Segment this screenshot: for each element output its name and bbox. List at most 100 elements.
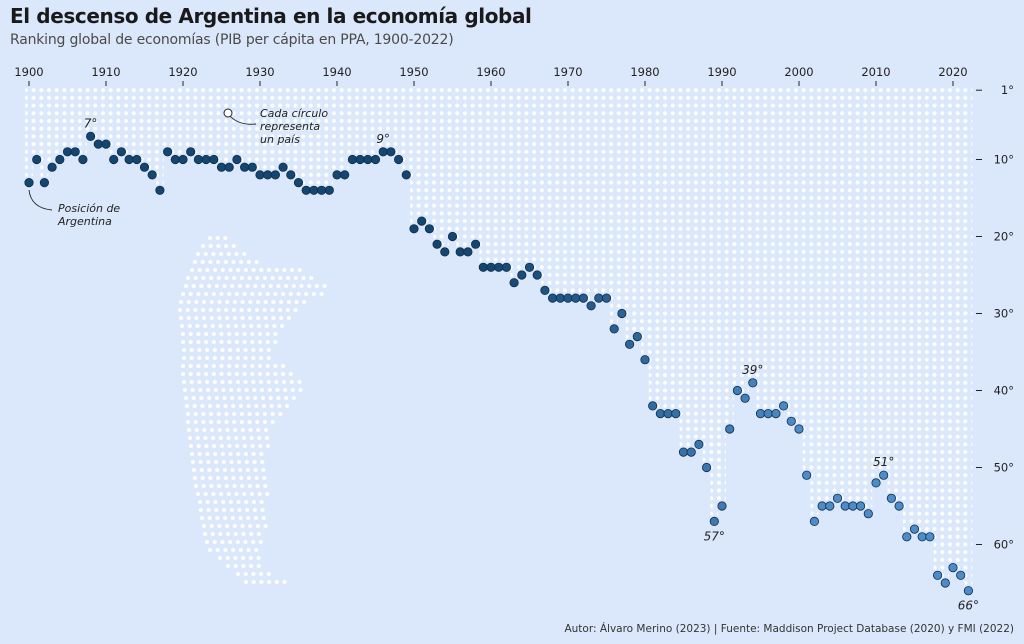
map-dot bbox=[282, 579, 287, 585]
map-dot bbox=[237, 283, 242, 289]
rank-point-1998 bbox=[778, 401, 789, 411]
map-dot bbox=[273, 331, 278, 337]
map-dot bbox=[270, 275, 275, 281]
map-dot bbox=[218, 531, 223, 537]
map-dot bbox=[188, 331, 193, 337]
map-dot bbox=[220, 347, 225, 353]
circle-note-line-1: Cada círculo bbox=[260, 107, 328, 120]
map-dot bbox=[271, 315, 276, 321]
map-dot bbox=[216, 275, 221, 281]
map-dot bbox=[216, 243, 221, 249]
map-dot bbox=[261, 403, 267, 409]
map-dot bbox=[291, 283, 296, 289]
rank-point-1929 bbox=[247, 162, 257, 172]
map-dot bbox=[209, 299, 214, 305]
y-tick-label: 60° bbox=[994, 538, 1014, 552]
circle-note-line-2: representa bbox=[260, 120, 320, 133]
rank-point-1960 bbox=[486, 262, 496, 272]
map-dot bbox=[297, 379, 302, 385]
rank-point-1904 bbox=[55, 154, 65, 165]
map-dot bbox=[200, 403, 205, 409]
map-dot bbox=[238, 403, 243, 409]
map-dot bbox=[258, 379, 264, 385]
map-dot bbox=[251, 571, 256, 577]
rank-point-1975 bbox=[601, 293, 612, 303]
map-dot bbox=[231, 403, 236, 409]
map-dot bbox=[203, 491, 208, 497]
map-dot bbox=[247, 307, 252, 313]
rank-point-1923 bbox=[201, 154, 211, 165]
map-dot bbox=[229, 387, 234, 393]
map-dot bbox=[246, 515, 251, 521]
map-dot bbox=[259, 267, 264, 273]
map-dot bbox=[198, 459, 203, 465]
y-tick-label: 40° bbox=[994, 384, 1014, 398]
map-dot bbox=[185, 275, 191, 281]
map-dot bbox=[297, 267, 302, 273]
map-dot bbox=[283, 387, 288, 393]
rank-point-1911 bbox=[109, 154, 119, 165]
map-dot bbox=[255, 315, 261, 321]
rank-point-1999 bbox=[786, 416, 796, 426]
map-dot bbox=[299, 283, 304, 289]
map-dot bbox=[193, 419, 198, 425]
rank-point-2002 bbox=[809, 516, 820, 527]
rank-point-1964 bbox=[517, 270, 527, 280]
map-dot bbox=[209, 315, 214, 321]
map-dot bbox=[241, 531, 246, 537]
map-dot bbox=[268, 395, 273, 401]
rank-point-1937 bbox=[309, 185, 319, 195]
map-dot bbox=[180, 291, 186, 297]
map-dot bbox=[250, 291, 255, 297]
rank-point-1968 bbox=[547, 293, 558, 303]
map-dot bbox=[239, 275, 244, 281]
rank-point-1936 bbox=[301, 185, 311, 195]
map-dot bbox=[246, 547, 251, 553]
map-dot bbox=[232, 523, 237, 529]
rank-point-1965 bbox=[524, 262, 535, 272]
rank-point-2013 bbox=[894, 501, 904, 511]
map-dot bbox=[258, 443, 263, 449]
map-dot bbox=[204, 443, 209, 449]
map-dot bbox=[181, 355, 187, 361]
map-dot bbox=[243, 571, 248, 577]
map-dot bbox=[235, 347, 240, 353]
rank-point-1954 bbox=[440, 247, 450, 257]
map-dot bbox=[225, 555, 230, 561]
map-dot bbox=[209, 411, 214, 417]
map-dot bbox=[265, 291, 270, 297]
map-dot bbox=[249, 531, 254, 537]
map-dot bbox=[189, 355, 194, 361]
map-dot bbox=[259, 387, 265, 393]
map-dot bbox=[205, 451, 210, 457]
map-dot bbox=[177, 307, 183, 313]
map-dot bbox=[195, 435, 200, 441]
map-dot bbox=[267, 387, 272, 393]
x-tick-label: 1930 bbox=[245, 65, 274, 79]
map-dot bbox=[227, 291, 232, 297]
map-dot bbox=[219, 339, 224, 345]
map-dot bbox=[237, 507, 242, 513]
map-dot bbox=[226, 251, 231, 257]
rank-point-1963 bbox=[509, 278, 519, 288]
map-dot bbox=[208, 259, 213, 265]
rank-point-2021 bbox=[956, 570, 966, 580]
x-tick-label: 1970 bbox=[553, 65, 582, 79]
map-dot bbox=[205, 267, 210, 273]
map-dot bbox=[191, 467, 197, 473]
map-dot bbox=[185, 411, 191, 417]
map-dot bbox=[211, 331, 216, 337]
map-dot bbox=[269, 403, 274, 409]
map-dot bbox=[255, 419, 260, 425]
map-dot bbox=[231, 307, 236, 313]
map-dot bbox=[215, 515, 220, 521]
map-dot bbox=[197, 451, 202, 457]
rank-point-1918 bbox=[163, 147, 173, 157]
map-dot bbox=[266, 571, 271, 577]
map-dot bbox=[240, 315, 245, 321]
map-dot bbox=[243, 347, 248, 353]
map-dot bbox=[304, 291, 309, 297]
map-dot bbox=[232, 299, 237, 305]
map-dot bbox=[225, 427, 230, 433]
circle-note-line-3: un país bbox=[260, 133, 300, 146]
